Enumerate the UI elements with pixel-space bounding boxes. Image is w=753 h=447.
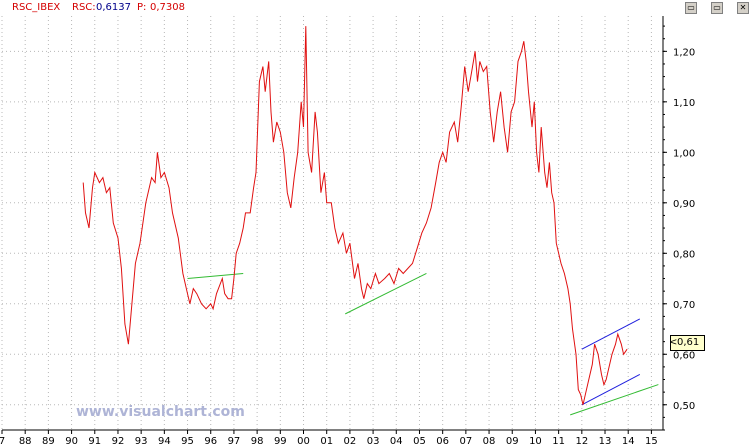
x-tick-label: 91 xyxy=(88,436,101,447)
current-value-box: < 0,61 xyxy=(669,335,705,351)
x-tick-label: 02 xyxy=(344,436,357,447)
x-tick-label: 94 xyxy=(158,436,171,447)
x-tick-label: 92 xyxy=(112,436,125,447)
current-value-label: 0,61 xyxy=(677,337,700,348)
x-tick-label: 12 xyxy=(575,436,588,447)
trendline xyxy=(581,374,641,406)
x-tick-label: 88 xyxy=(19,436,32,447)
y-tick-label: 0,90 xyxy=(673,199,695,210)
rsc-label: RSC: xyxy=(72,2,96,13)
x-tick-label: 00 xyxy=(297,436,310,447)
close-window-button[interactable]: ✕ xyxy=(737,2,749,14)
grid xyxy=(1,16,663,430)
x-tick-label: 10 xyxy=(529,436,542,447)
x-tick-label: 95 xyxy=(181,436,194,447)
p-value: 0,7308 xyxy=(150,2,185,13)
x-tick-label: 01 xyxy=(320,436,333,447)
y-tick-label: 0,60 xyxy=(673,350,695,361)
x-tick-label: 03 xyxy=(367,436,380,447)
x-tick-label: 11 xyxy=(552,436,565,447)
x-tick-label: 97 xyxy=(228,436,241,447)
y-tick-label: 1,20 xyxy=(673,47,695,58)
x-tick-label: 09 xyxy=(506,436,519,447)
current-value-marker: < xyxy=(669,337,678,348)
x-tick-label: 89 xyxy=(42,436,55,447)
axes xyxy=(1,16,667,434)
tick-labels: 7 88 89 90 91 92 93 94 95 96 97 98 99 00 01 02 03 04 05 06 0… xyxy=(0,47,695,447)
x-tick-label: 93 xyxy=(135,436,148,447)
y-tick-label: 0,70 xyxy=(673,300,695,311)
trendlines xyxy=(187,272,659,416)
maximize-window-button[interactable]: ▭ xyxy=(711,2,723,14)
chart-header: RSC_IBEX RSC: 0,6137 P: 0,7308 ▭ ▭ ✕ xyxy=(0,0,753,16)
y-tick-label: 0,80 xyxy=(673,249,695,260)
x-tick-label: 7 xyxy=(0,436,5,447)
series xyxy=(82,26,628,405)
y-tick-label: 0,50 xyxy=(673,401,695,412)
trendline xyxy=(345,273,427,315)
trendline xyxy=(581,318,641,350)
y-tick-label: 1,10 xyxy=(673,98,695,109)
x-tick-label: 13 xyxy=(599,436,612,447)
series-line xyxy=(82,26,628,405)
watermark: www.visualchart.com xyxy=(76,404,245,420)
x-tick-label: 99 xyxy=(274,436,287,447)
rsc-value: 0,6137 xyxy=(96,2,131,13)
y-tick-label: 1,00 xyxy=(673,148,695,159)
p-label: P: xyxy=(137,2,147,13)
restore-window-button[interactable]: ▭ xyxy=(685,2,697,14)
x-tick-label: 15 xyxy=(645,436,658,447)
trendline xyxy=(570,384,659,416)
trendline xyxy=(187,272,244,280)
indicator-title: RSC_IBEX xyxy=(12,2,61,13)
x-tick-label: 14 xyxy=(622,436,635,447)
x-tick-label: 04 xyxy=(390,436,403,447)
x-tick-label: 90 xyxy=(65,436,78,447)
x-tick-label: 08 xyxy=(483,436,496,447)
x-tick-label: 05 xyxy=(413,436,426,447)
x-tick-label: 98 xyxy=(251,436,264,447)
x-tick-label: 06 xyxy=(436,436,449,447)
x-tick-label: 07 xyxy=(459,436,472,447)
x-tick-label: 96 xyxy=(204,436,217,447)
